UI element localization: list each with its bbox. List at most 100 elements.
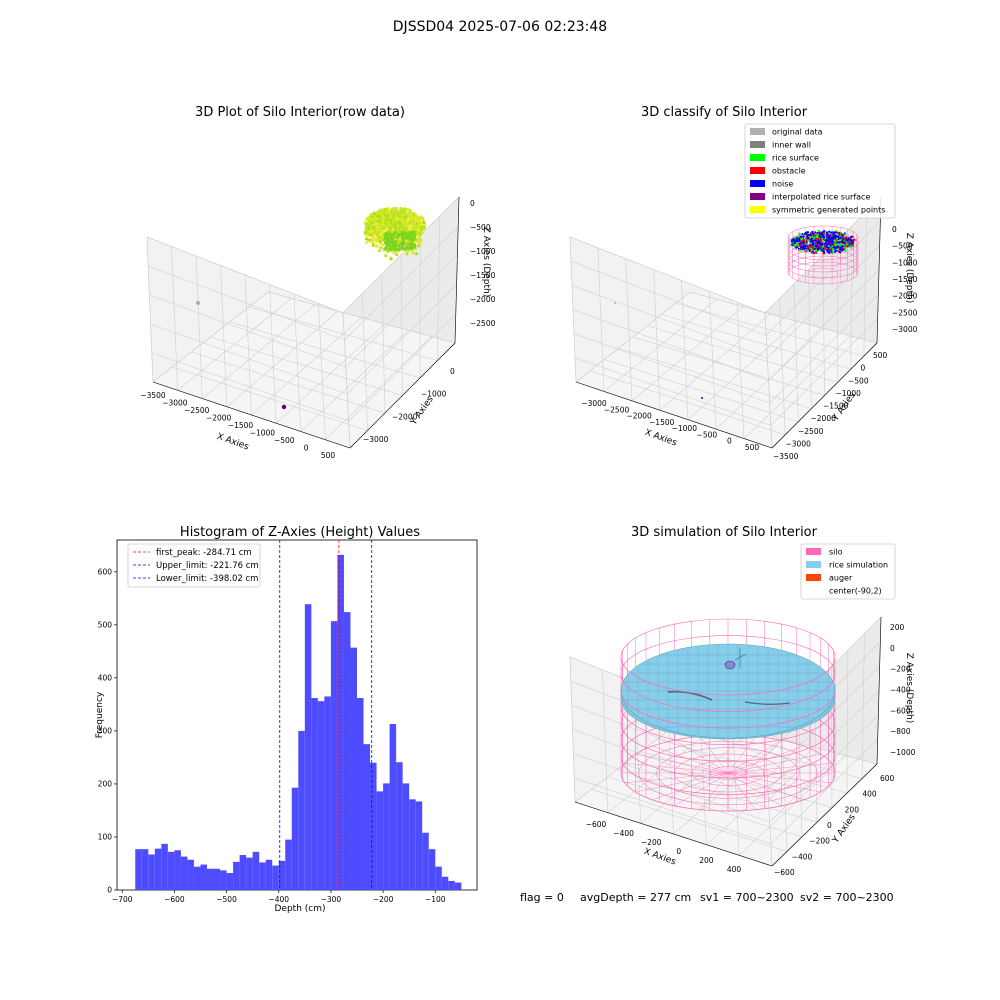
- histogram-legend-label: first_peak: -284.71 cm: [156, 548, 252, 558]
- panel-classify-3d-point: [851, 243, 854, 246]
- silo-ring-front: [620, 656, 836, 696]
- panel-classify-3d-point: [821, 234, 824, 237]
- panel-simulation-3d: 3D simulation of Silo Interior −600−400−…: [569, 525, 916, 877]
- panel-classify-3d-gridline: [770, 318, 878, 426]
- histogram-x-ticks: −700 −600 −500 −400 −300 −200 −100: [112, 890, 446, 904]
- panel-classify-3d-point: [834, 235, 837, 238]
- histogram-bar: [285, 839, 292, 890]
- panel-raw-3d-surface-point: [385, 246, 388, 250]
- histogram-x-tick-label: −600: [164, 895, 185, 904]
- panel-raw-3d-axis-line: [454, 196, 460, 344]
- panel-classify-3d-point: [809, 244, 812, 247]
- panel-classify-3d-legend-swatch: [750, 167, 765, 174]
- panel-classify-3d-point: [811, 243, 815, 246]
- silo-floor-spoke: [624, 763, 729, 774]
- panel-raw-3d-gridline: [244, 274, 252, 416]
- panel-classify-3d-point: [841, 238, 845, 241]
- panel-classify-3d-point: [832, 245, 836, 248]
- panel-classify-3d-point: [821, 245, 824, 248]
- panel-classify-3d-legend-swatch: [750, 128, 765, 135]
- panel-classify-3d-gridline: [767, 245, 880, 359]
- histogram-x-tick-label: −700: [112, 895, 133, 904]
- panel-classify-3d-point: [830, 231, 833, 234]
- silo-floor-spoke: [727, 772, 756, 810]
- panel-raw-3d-gridline: [342, 196, 460, 314]
- panel-classify-3d-point: [830, 240, 834, 243]
- panel-classify-3d-point: [806, 231, 810, 234]
- panel-raw-3d-surface-point: [392, 251, 396, 255]
- panel-raw-3d-surface-point: [385, 213, 389, 217]
- panel-classify-3d-point: [826, 232, 829, 235]
- panel-classify-3d-point: [836, 243, 839, 246]
- panel-simulation-3d-gridline: [768, 690, 880, 801]
- footer-avg-depth: avgDepth = 277 cm: [580, 891, 691, 904]
- panel-classify-3d-point: [817, 245, 821, 248]
- panel-raw-3d-surface-point: [387, 231, 391, 235]
- panel-classify-3d-point: [800, 235, 803, 238]
- panel-classify-3d-axis-line: [575, 381, 773, 449]
- panel-classify-3d-x-tick-label: −1500: [649, 418, 675, 427]
- panel-raw-3d-surface-point: [405, 246, 409, 250]
- panel-raw-3d-outlier-point: [281, 404, 287, 410]
- panel-classify-3d-z-ticks: 0 −500 −1000 −1500 −2000 −2500 −3000: [892, 225, 918, 334]
- panel-raw-3d-surface-point: [377, 249, 382, 253]
- panel-classify-3d-point: [825, 234, 828, 237]
- panel-classify-3d-point: [813, 239, 816, 242]
- panel-raw-3d-surface-point: [367, 226, 371, 230]
- panel-classify-3d-point: [831, 249, 834, 252]
- silo-floor-spoke: [700, 736, 729, 774]
- panel-classify-3d-point: [824, 246, 827, 249]
- panel-classify-3d-point: [821, 242, 824, 245]
- panel-raw-3d-surface-point: [417, 225, 421, 229]
- panel-classify-3d-point: [832, 237, 835, 240]
- panel-classify-3d-point: [814, 242, 817, 245]
- histogram-legend-label: Upper_limit: -221.76 cm: [156, 561, 259, 571]
- panel-raw-3d-surface-point: [403, 231, 407, 235]
- panel-classify-3d-point-cloud: [790, 229, 856, 255]
- panel-classify-3d-point: [814, 239, 818, 243]
- panel-classify-3d-point: [823, 230, 826, 233]
- panel-raw-3d-surface-point: [373, 243, 378, 247]
- panel-raw-3d-surface-point: [379, 210, 383, 214]
- histogram-x-tick-label: −200: [373, 895, 394, 904]
- panel-raw-3d-x-tick-label: −500: [274, 436, 295, 445]
- histogram-bar: [396, 762, 403, 890]
- panel-classify-3d-point: [850, 245, 853, 248]
- panel-raw-3d-x-tick-label: −1500: [228, 421, 254, 430]
- panel-raw-3d-surface-point: [403, 207, 408, 211]
- panel-classify-3d-point: [812, 237, 816, 241]
- panel-classify-3d-x-tick-label: −3000: [581, 399, 607, 408]
- panel-simulation-3d-x-tick-label: 400: [727, 865, 742, 874]
- panel-classify-3d-point: [796, 237, 799, 240]
- panel-raw-3d-axis-line: [152, 381, 351, 449]
- histogram-bar: [343, 612, 351, 890]
- panel-classify-3d-point: [829, 248, 832, 251]
- histogram-bar: [304, 604, 312, 890]
- panel-raw-3d-surface-point: [370, 238, 374, 242]
- panel-raw-3d-surface-point: [417, 234, 421, 238]
- panel-classify-3d-point: [839, 239, 842, 242]
- panel-raw-3d-surface-point: [374, 238, 378, 243]
- panel-simulation-3d-x-ticks: −600 −400 −200 0 200 400: [586, 820, 742, 874]
- panel-classify-3d-point: [803, 238, 806, 242]
- panel-simulation-3d-y-tick-label: 0: [827, 821, 832, 830]
- panel-classify-3d-point: [801, 242, 804, 245]
- panel-raw-3d-gridline: [151, 352, 349, 422]
- panel-raw-3d-z-tick-label: −500: [470, 223, 491, 232]
- panel-raw-3d-surface-point: [390, 237, 394, 241]
- panel-simulation-3d-z-ticks: 200 0 −200 −400 −600 −800 −1000: [890, 623, 916, 757]
- panel-simulation-3d-z-tick-label: −800: [890, 727, 911, 736]
- panel-classify-3d-point: [809, 247, 812, 250]
- panel-raw-3d-surface-point: [378, 214, 382, 218]
- panel-raw-3d-axis-line: [349, 342, 456, 449]
- figure-title: DJSSD04 2025-07-06 02:23:48: [393, 19, 607, 35]
- center-marker-line: [734, 653, 747, 661]
- panel-classify-3d-point: [795, 246, 798, 249]
- panel-raw-3d-surface-point: [370, 231, 374, 235]
- panel-classify-3d-z-tick-label: −3000: [892, 325, 918, 334]
- histogram-bar: [180, 856, 188, 890]
- panel-raw-3d-gridline: [318, 303, 326, 440]
- panel-classify-3d-point: [840, 248, 843, 251]
- panel-classify-3d-point: [811, 233, 814, 237]
